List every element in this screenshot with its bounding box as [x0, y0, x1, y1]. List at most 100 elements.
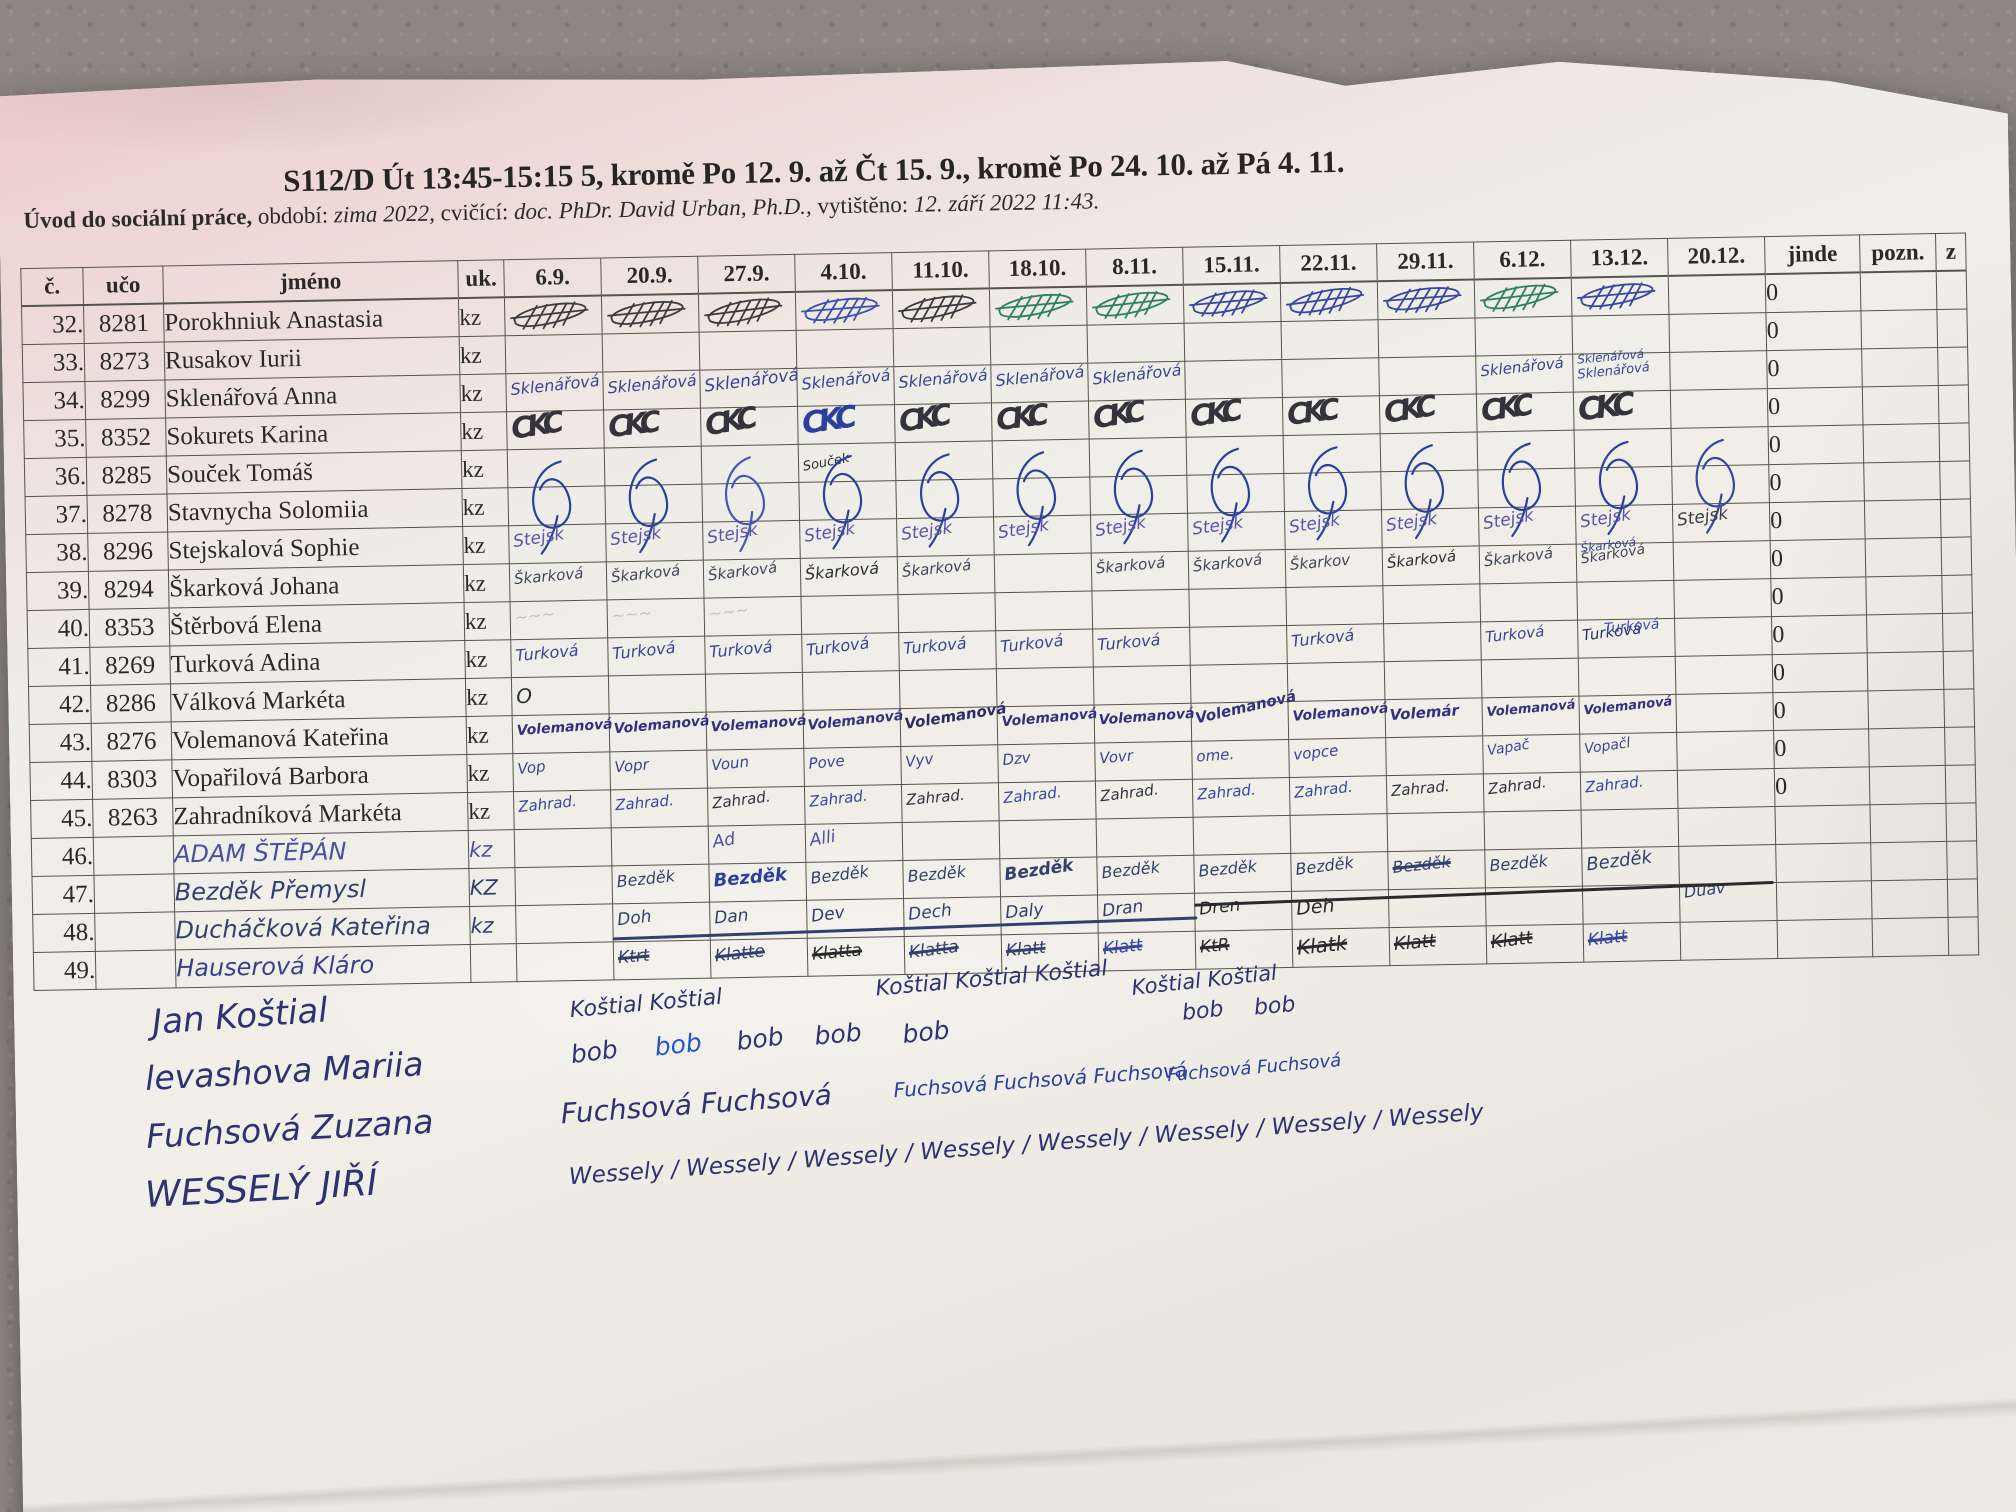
cell-z — [1945, 765, 1976, 804]
signature-handwritten: CKC — [896, 397, 950, 439]
signature-handwritten: Zahrad. — [1584, 771, 1645, 796]
signature-handwritten: Koštial Koštial — [568, 984, 724, 1024]
signature-box: Bezděk — [1291, 853, 1388, 891]
cell-date-13.12.: Bezděk — [1582, 846, 1680, 886]
cell-date-18.10.: Bezděk — [1000, 857, 1098, 897]
signature-handwritten: Turková — [999, 630, 1065, 656]
cell-uco: 8299 — [85, 380, 166, 419]
signature-scribble — [992, 287, 1079, 331]
signature-box — [997, 668, 1094, 706]
cell-date-20.9. — [601, 294, 699, 334]
signature-box: Stejsk — [509, 525, 606, 563]
signature-box: Dren — [1195, 892, 1292, 930]
col-header-uo: učo — [83, 266, 164, 305]
cell-date-27.9.: Stejsk — [703, 520, 801, 560]
signature-box — [700, 331, 797, 369]
cell-z — [1936, 270, 1967, 309]
cell-date-8.11. — [1093, 665, 1191, 705]
cell-number: 45. — [31, 799, 94, 838]
cell-date-29.11. — [1384, 622, 1482, 662]
col-header-811: 8.11. — [1086, 247, 1184, 286]
signature-box: Bezděk — [1000, 858, 1097, 896]
cell-date-20.12. — [1670, 351, 1768, 391]
cell-date-6.12. — [1485, 886, 1583, 926]
cell-name: Stavnycha Solomiia — [167, 489, 463, 532]
signature-handwritten: KtR — [1199, 934, 1231, 958]
cell-jinde: 0 — [1765, 272, 1861, 312]
cell-z — [1945, 727, 1976, 766]
signature-box: Bezděk — [806, 862, 903, 900]
cell-number: 44. — [30, 761, 93, 800]
cell-uco: 8281 — [84, 304, 165, 344]
signature-box: Stejsk — [1673, 504, 1770, 542]
signature-handwritten: CKC — [1478, 387, 1532, 428]
signature-box: Turková — [996, 630, 1093, 668]
signature-handwritten: Klatta — [811, 939, 863, 965]
cell-date-20.9. — [602, 332, 700, 372]
cell-date-13.12.: Klatt — [1583, 922, 1681, 962]
cell-number: 33. — [22, 343, 85, 382]
cell-date-13.12.: Zahrad. — [1580, 770, 1678, 810]
signature-box: Zahrad. — [1387, 775, 1484, 813]
signature-box — [1094, 666, 1191, 704]
signature-box — [1187, 475, 1284, 513]
signature-box: Volemanová — [1192, 702, 1289, 740]
signature-handwritten: Zahrad. — [1002, 782, 1063, 807]
signature-box — [517, 943, 614, 981]
cell-date-22.11.: Stejsk — [1284, 510, 1382, 550]
cell-date-6.9.: Stejsk — [509, 524, 607, 564]
cell-date-20.12. — [1678, 807, 1776, 847]
cell-name: ADAM ŠTĚPÁN — [173, 831, 469, 874]
signature-box: Bezděk — [709, 863, 806, 901]
signature-box: Klatte — [711, 939, 808, 977]
subtitle-segment: , cvičící: — [428, 199, 515, 226]
cell-date-15.11. — [1184, 322, 1282, 362]
cell-date-15.11. — [1193, 815, 1291, 855]
signature-box — [1482, 659, 1579, 697]
signature-handwritten: Turková — [902, 632, 968, 658]
col-header-69: 6.9. — [504, 258, 602, 297]
signature-box: Škarková — [898, 556, 995, 594]
cell-z — [1946, 803, 1977, 842]
cell-date-27.9.: Klatte — [710, 938, 808, 978]
handwritten-uk: kz — [470, 913, 494, 938]
cell-jinde: 0 — [1766, 311, 1862, 351]
cell-date-22.11.: Deh — [1291, 890, 1389, 930]
signature-handwritten: bob — [653, 1027, 704, 1062]
signature-handwritten: Stejsk — [1675, 503, 1730, 531]
cell-z — [1941, 537, 1972, 576]
cell-date-18.10. — [993, 477, 1091, 517]
signature-handwritten: CKC — [1187, 392, 1241, 434]
cell-date-20.12. — [1669, 313, 1767, 353]
signature-handwritten: Stejsk — [705, 519, 760, 548]
cell-date-18.10. — [995, 591, 1093, 631]
signature-box: Bezděk — [1194, 854, 1291, 892]
cell-date-6.12. — [1478, 468, 1576, 508]
signature-box — [1381, 471, 1478, 509]
cell-date-4.10.: Klatta — [807, 937, 905, 977]
cell-date-15.11. — [1189, 587, 1287, 627]
signature-box — [1486, 887, 1583, 925]
signature-box — [1669, 276, 1766, 314]
cell-date-22.11. — [1286, 586, 1384, 626]
signature-handwritten: Bezděk — [906, 861, 967, 886]
signature-handwritten: Volemanová — [1098, 705, 1196, 728]
cell-uk: kz — [461, 450, 508, 489]
signature-handwritten: Škarková — [1191, 549, 1263, 576]
cell-uk: kz — [464, 602, 511, 641]
signature-handwritten: Stejsk — [608, 522, 663, 550]
signature-box: Škarková — [1480, 545, 1577, 583]
cell-uco: 8263 — [93, 798, 174, 837]
cell-date-6.12.: Škarková — [1479, 544, 1577, 584]
signature-box — [1480, 583, 1577, 621]
signature-box: CKC — [1477, 393, 1574, 431]
cell-number: 36. — [24, 457, 87, 496]
signature-box — [1379, 319, 1476, 357]
signature-box: CKC — [1186, 399, 1283, 437]
signature-box: Doh — [613, 903, 710, 941]
cell-date-22.11. — [1287, 662, 1385, 702]
cell-date-6.9.: Vop — [513, 752, 611, 792]
signature-scribble — [506, 295, 594, 340]
signature-handwritten: Turková — [1290, 624, 1356, 651]
cell-uk: kz — [470, 906, 517, 945]
